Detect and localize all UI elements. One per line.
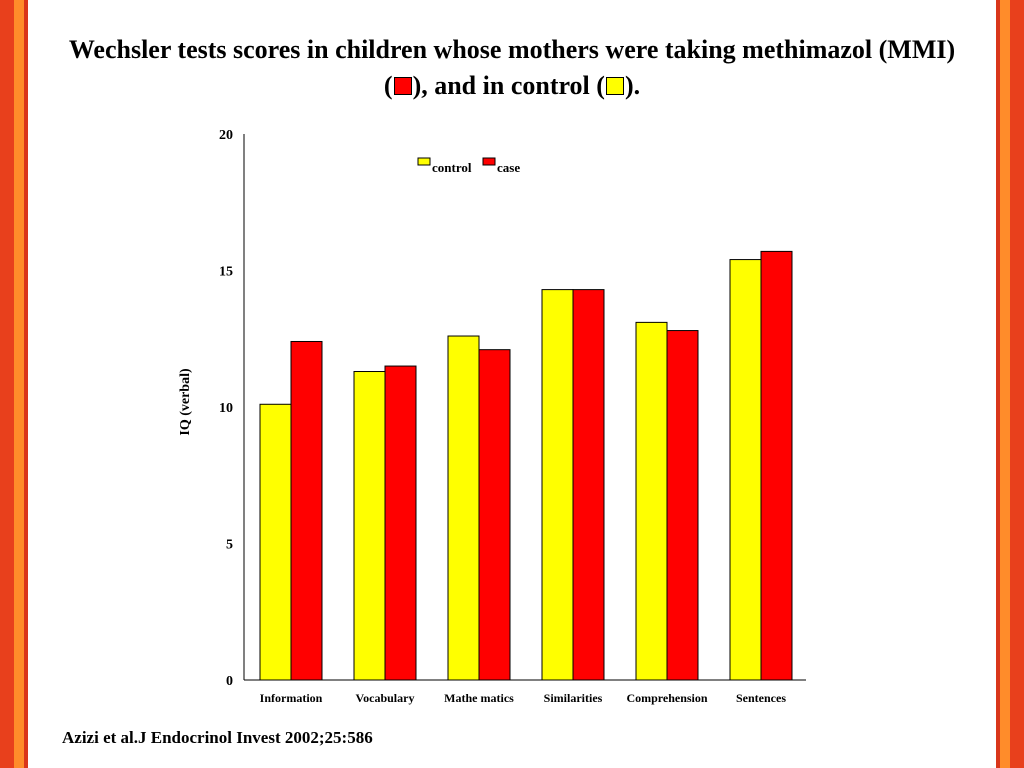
y-tick-label: 5 [226, 538, 233, 553]
bar-case [760, 250, 793, 681]
right-stripe-dark-inner [996, 0, 1000, 768]
title-line-1: Wechsler tests scores in children whose … [68, 35, 956, 64]
legend-label-case: case [497, 160, 520, 175]
title-paren-open: ( [383, 71, 393, 100]
left-stripe-dark [0, 0, 14, 768]
y-tick-label: 0 [226, 674, 233, 689]
bar-case [290, 340, 323, 681]
y-tick-label: 20 [219, 128, 233, 143]
case-color-swatch [393, 77, 412, 96]
bar-case [666, 330, 699, 681]
bar-control [541, 289, 574, 681]
control-color-swatch [605, 77, 624, 96]
bar-case [572, 289, 605, 681]
bar-case [384, 365, 417, 681]
x-tick-label: Similarities [544, 691, 603, 705]
bar-case [478, 349, 511, 681]
left-stripe-dark-inner [24, 0, 28, 768]
x-tick-label: Sentences [736, 691, 786, 705]
x-tick-label: Mathe matics [444, 691, 514, 705]
slide-title: Wechsler tests scores in children whose … [0, 32, 1024, 104]
x-tick-label: Information [260, 691, 323, 705]
bar-control [635, 321, 668, 681]
legend-label-control: control [432, 160, 472, 175]
bar-control [447, 335, 480, 681]
y-axis-label: IQ (verbal) [178, 368, 193, 436]
y-tick-label: 10 [219, 401, 233, 416]
title-paren-close: ). [624, 71, 641, 100]
bar-control [259, 403, 292, 681]
right-stripe-dark [1010, 0, 1024, 768]
title-line2-mid: ), and in control ( [412, 71, 605, 100]
legend-swatch-control [417, 157, 431, 166]
x-tick-label: Comprehension [626, 691, 707, 705]
legend-swatch-case [482, 157, 496, 166]
left-stripe-light [14, 0, 24, 768]
x-tick-label: Vocabulary [356, 691, 415, 705]
citation: Azizi et al.J Endocrinol Invest 2002;25:… [62, 728, 373, 747]
title-line-2: ( ), and in control (). [0, 68, 1024, 104]
right-stripe-light [1000, 0, 1010, 768]
bar-control [353, 371, 386, 681]
y-tick-label: 15 [219, 265, 233, 280]
bar-control [729, 259, 762, 681]
